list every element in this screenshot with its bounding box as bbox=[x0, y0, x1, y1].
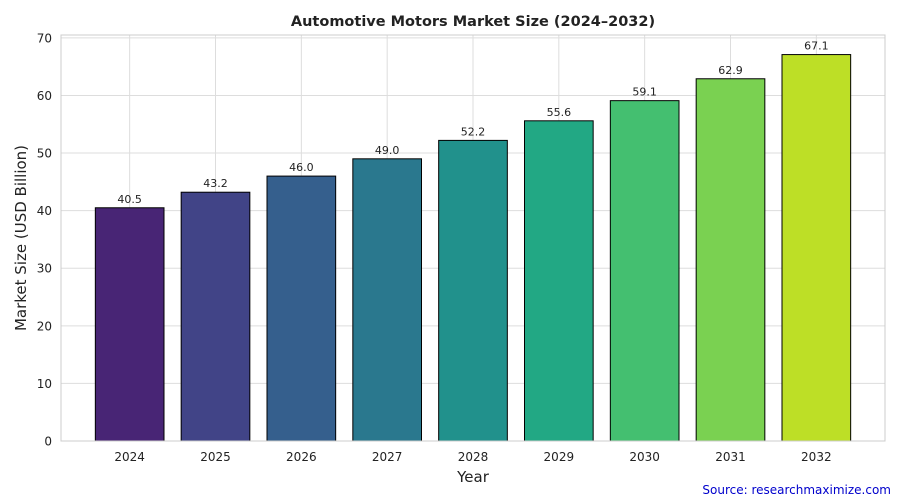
value-label-2029: 55.6 bbox=[547, 106, 572, 119]
x-axis-ticks: 2024 2025 2026 2027 2028 2029 2030 2031 2032 bbox=[114, 450, 831, 464]
bar-2025 bbox=[180, 191, 251, 442]
y-tick-label: 60 bbox=[37, 89, 52, 103]
bar-2029 bbox=[524, 120, 594, 442]
value-label-2024: 40.5 bbox=[117, 193, 142, 206]
y-axis-ticks: 0 10 20 30 40 50 60 70 bbox=[37, 31, 52, 448]
x-tick-label: 2030 bbox=[629, 450, 660, 464]
x-tick-label: 2024 bbox=[114, 450, 145, 464]
bars bbox=[94, 54, 852, 442]
x-tick-label: 2032 bbox=[801, 450, 832, 464]
x-tick-label: 2027 bbox=[372, 450, 403, 464]
x-tick-label: 2031 bbox=[715, 450, 746, 464]
y-tick-label: 40 bbox=[37, 204, 52, 218]
value-label-2031: 62.9 bbox=[718, 64, 743, 77]
source-note: Source: researchmaximize.com bbox=[702, 483, 891, 497]
x-tick-label: 2025 bbox=[200, 450, 231, 464]
bar-2030 bbox=[609, 100, 680, 442]
x-tick-label: 2026 bbox=[286, 450, 317, 464]
x-axis-label: Year bbox=[456, 468, 490, 486]
value-label-2030: 59.1 bbox=[632, 86, 657, 99]
y-tick-label: 10 bbox=[37, 377, 52, 391]
y-tick-label: 70 bbox=[37, 31, 52, 45]
bar-2032 bbox=[781, 54, 852, 442]
bar-2028 bbox=[438, 139, 508, 442]
bar-2027 bbox=[352, 158, 423, 442]
bar-2026 bbox=[266, 175, 337, 442]
y-tick-label: 0 bbox=[44, 435, 52, 449]
value-labels: 40.5 43.2 46.0 49.0 52.2 55.6 59.1 62.9 67.1 bbox=[117, 40, 828, 206]
value-label-2032: 67.1 bbox=[804, 40, 829, 53]
value-label-2027: 49.0 bbox=[375, 144, 400, 157]
y-tick-label: 50 bbox=[37, 147, 52, 161]
value-label-2025: 43.2 bbox=[203, 177, 228, 190]
y-tick-label: 20 bbox=[37, 319, 52, 333]
x-tick-label: 2029 bbox=[544, 450, 575, 464]
y-tick-label: 30 bbox=[37, 262, 52, 276]
bar-2024 bbox=[94, 207, 165, 442]
bar-2031 bbox=[695, 78, 766, 442]
y-axis-label: Market Size (USD Billion) bbox=[12, 145, 30, 331]
chart-title: Automotive Motors Market Size (2024–2032… bbox=[291, 14, 655, 30]
plot-frame bbox=[60, 34, 886, 442]
value-label-2026: 46.0 bbox=[289, 161, 314, 174]
x-tick-label: 2028 bbox=[458, 450, 489, 464]
value-label-2028: 52.2 bbox=[461, 125, 486, 138]
